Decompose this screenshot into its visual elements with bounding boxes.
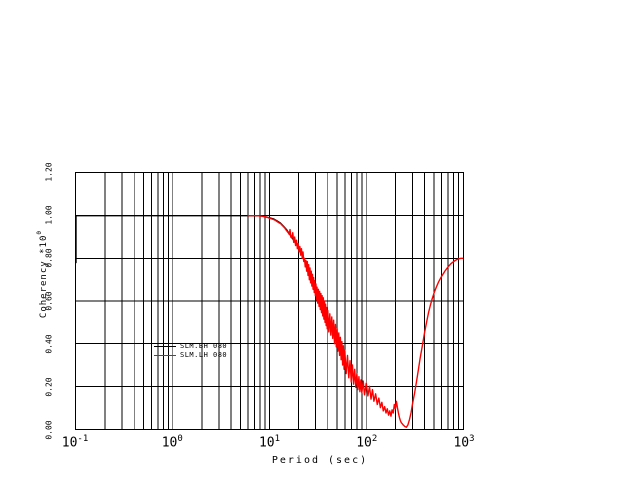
x-tick-mantissa: 10 xyxy=(161,435,178,451)
x-tick-mantissa: 10 xyxy=(453,435,470,451)
x-tick-exponent: 2 xyxy=(371,434,378,444)
y-tick-label: 0.00 xyxy=(44,420,54,440)
y-tick-label: 0.40 xyxy=(44,334,54,354)
data-series-layer xyxy=(76,214,463,428)
legend-item: SLM.BH 080 xyxy=(154,342,227,350)
y-tick-label: 1.20 xyxy=(44,162,54,182)
x-tick-exponent: 3 xyxy=(469,434,475,444)
x-tick-mantissa: 10 xyxy=(61,435,78,451)
y-axis-tick-labels: 0.00 0.20 0.40 0.60 0.80 1.00 1.20 xyxy=(0,0,75,480)
y-tick-label: 0.80 xyxy=(44,248,54,268)
legend-label: SLM.BH 080 xyxy=(180,342,228,350)
x-tick-label: 10-1 xyxy=(62,434,89,450)
x-tick-label: 103 xyxy=(453,434,474,450)
chart-legend: SLM.BH 080 SLM.LH 080 xyxy=(154,342,227,359)
legend-item: SLM.LH 080 xyxy=(154,351,227,359)
y-tick-label: 0.60 xyxy=(44,291,54,311)
y-tick-label: 1.00 xyxy=(44,205,54,225)
legend-label: SLM.LH 080 xyxy=(180,351,228,359)
x-tick-exponent: 0 xyxy=(177,434,183,444)
x-tick-mantissa: 10 xyxy=(258,435,275,451)
x-tick-label: 101 xyxy=(259,434,280,450)
plot-area: SLM.BH 080 SLM.LH 080 xyxy=(75,172,464,430)
x-tick-exponent: 1 xyxy=(274,434,281,444)
legend-swatch-icon xyxy=(154,354,176,356)
legend-swatch-icon xyxy=(154,345,176,347)
y-tick-label: 0.20 xyxy=(44,377,54,397)
x-axis-title: Period (sec) xyxy=(271,455,369,466)
x-tick-label: 100 xyxy=(162,434,183,450)
series-line-2 xyxy=(247,214,463,428)
x-tick-exponent: -1 xyxy=(77,434,89,444)
x-tick-label: 102 xyxy=(356,434,377,450)
series-line-1 xyxy=(76,214,304,264)
x-tick-mantissa: 10 xyxy=(356,435,372,451)
